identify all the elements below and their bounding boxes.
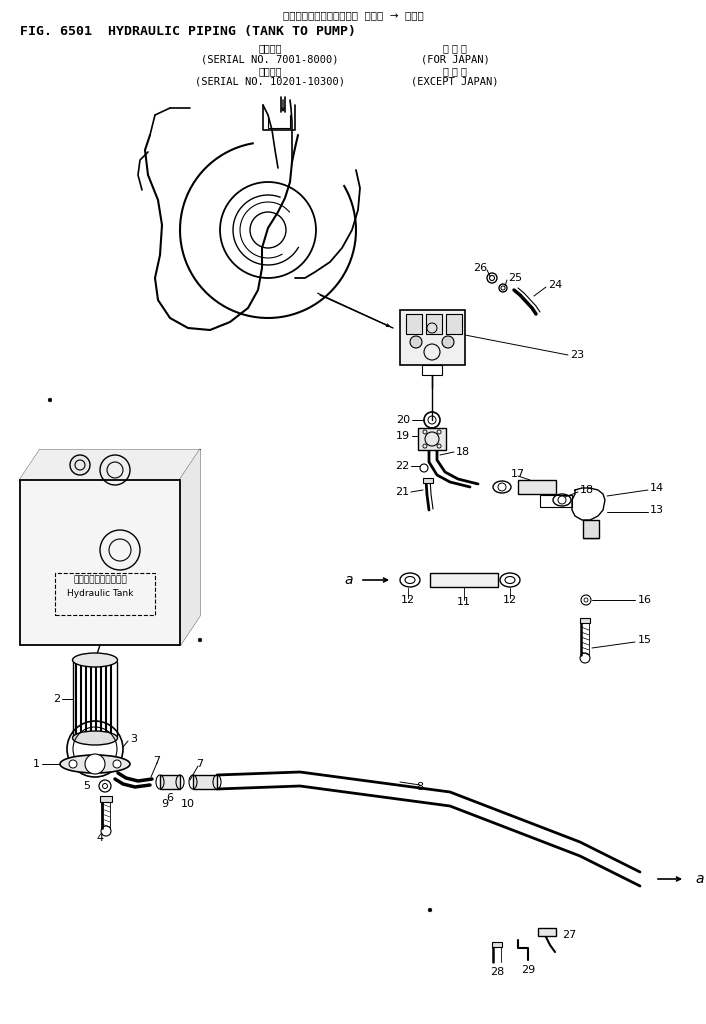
Bar	[55, 573, 155, 615]
Bar	[423, 478, 433, 483]
Bar	[400, 310, 465, 365]
Circle shape	[69, 760, 77, 768]
Text: FIG. 6501  HYDRAULIC PIPING (TANK TO PUMP): FIG. 6501 HYDRAULIC PIPING (TANK TO PUMP…	[20, 25, 356, 38]
Text: 2: 2	[53, 694, 60, 705]
Text: 18: 18	[456, 447, 470, 457]
Bar	[422, 365, 442, 375]
Text: 13: 13	[650, 505, 664, 515]
Text: a: a	[695, 872, 703, 886]
Bar	[426, 314, 442, 334]
Ellipse shape	[73, 653, 117, 667]
Circle shape	[48, 398, 52, 401]
Bar	[518, 480, 556, 494]
Text: 26: 26	[473, 263, 487, 273]
Ellipse shape	[73, 731, 117, 745]
Text: 国 内 向: 国 内 向	[443, 43, 467, 53]
Text: 11: 11	[457, 597, 471, 607]
Text: 1: 1	[33, 759, 40, 769]
Text: (SERIAL NO. 10201-10300): (SERIAL NO. 10201-10300)	[195, 77, 345, 87]
Text: 7: 7	[153, 756, 160, 766]
Bar	[492, 942, 502, 947]
Text: 16: 16	[638, 595, 652, 605]
Bar	[446, 314, 462, 334]
Text: 29: 29	[521, 965, 535, 975]
Text: 25: 25	[508, 273, 522, 283]
Text: 5: 5	[83, 781, 90, 791]
Text: 28: 28	[490, 967, 504, 977]
Polygon shape	[180, 450, 200, 645]
Text: 22: 22	[395, 461, 409, 471]
Text: 18: 18	[580, 485, 594, 495]
Text: (FOR JAPAN): (FOR JAPAN)	[421, 54, 489, 63]
Bar	[20, 480, 180, 645]
Circle shape	[442, 336, 454, 348]
Bar	[538, 928, 556, 936]
Bar	[540, 495, 572, 507]
Text: 27: 27	[562, 930, 576, 940]
Text: 8: 8	[417, 782, 424, 792]
Text: 24: 24	[548, 280, 562, 290]
Ellipse shape	[60, 755, 130, 773]
Bar	[100, 796, 112, 802]
Text: 4: 4	[97, 833, 104, 843]
Text: 10: 10	[181, 799, 195, 809]
Text: 6: 6	[167, 793, 174, 803]
Polygon shape	[20, 450, 200, 480]
Circle shape	[113, 760, 121, 768]
Text: 15: 15	[638, 635, 652, 645]
Circle shape	[429, 908, 432, 911]
Text: 17: 17	[511, 469, 525, 479]
Text: ハイドロリックタンク: ハイドロリックタンク	[73, 575, 127, 585]
Text: Hydraulic Tank: Hydraulic Tank	[67, 589, 133, 597]
Bar	[430, 573, 498, 587]
Text: 9: 9	[162, 799, 169, 809]
Bar	[583, 520, 599, 538]
Text: 7: 7	[196, 759, 203, 769]
Text: 適用号機: 適用号機	[258, 43, 282, 53]
Text: 12: 12	[401, 595, 415, 605]
Text: ハイドロリックパイピング  タンク  →  ポンプ: ハイドロリックパイピング タンク → ポンプ	[282, 10, 424, 20]
Bar	[580, 618, 590, 623]
Circle shape	[70, 455, 90, 475]
Text: 23: 23	[570, 350, 584, 360]
Text: 20: 20	[396, 415, 410, 425]
Text: 19: 19	[396, 431, 410, 441]
Text: 21: 21	[395, 487, 409, 497]
Bar	[406, 314, 422, 334]
Text: 14: 14	[650, 483, 664, 493]
Text: (SERIAL NO. 7001-8000): (SERIAL NO. 7001-8000)	[201, 54, 339, 63]
Text: 12: 12	[503, 595, 517, 605]
Text: a: a	[345, 573, 353, 587]
Circle shape	[410, 336, 422, 348]
Bar	[160, 775, 180, 790]
Bar	[193, 775, 217, 790]
Bar	[418, 428, 446, 450]
Text: (EXCEPT JAPAN): (EXCEPT JAPAN)	[412, 77, 498, 87]
Circle shape	[198, 638, 202, 642]
Text: 適用号機: 適用号機	[258, 66, 282, 76]
Text: 3: 3	[130, 734, 137, 744]
Text: 海 外 向: 海 外 向	[443, 66, 467, 76]
Circle shape	[85, 754, 105, 774]
